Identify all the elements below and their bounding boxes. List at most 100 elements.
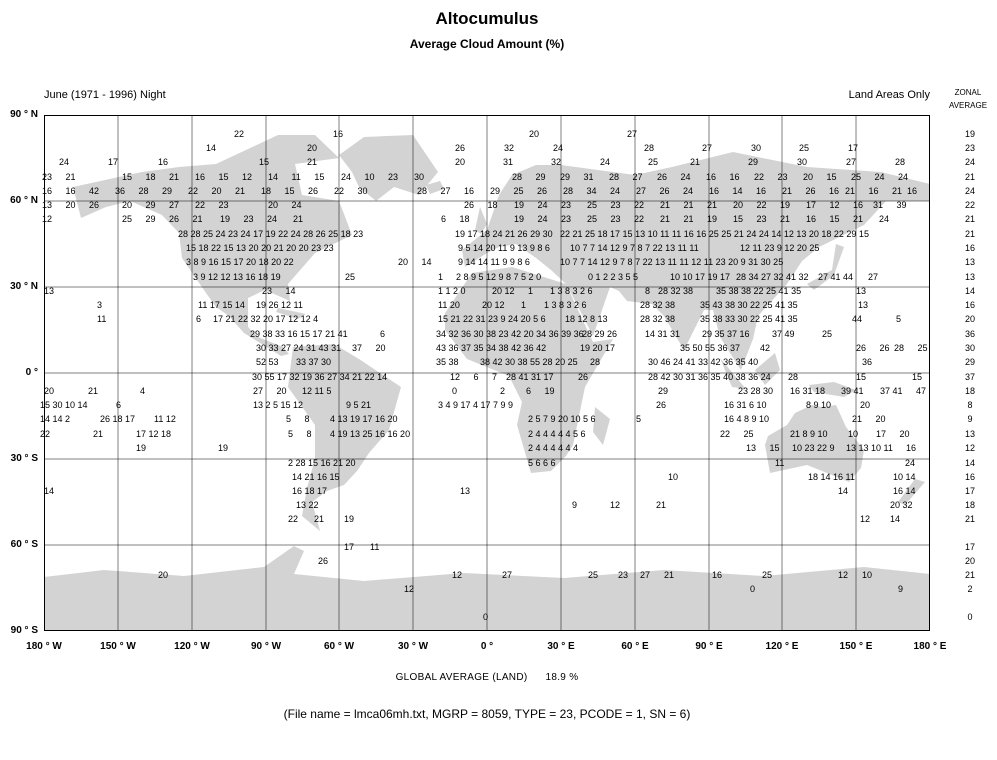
cloud-amount-values: 27 41 44 [818,272,854,282]
cloud-amount-values: 12 [452,570,463,580]
cloud-amount-values: 19 [218,443,229,453]
grid-values-layer: 22 16 20 27 14 20 26 32 24 28 27 30 25 17 24 17 16 15 21 20… [40,115,930,631]
cloud-amount-values: 9 [572,500,578,510]
cloud-amount-values: 15 [259,157,270,167]
cloud-amount-values: 14 [44,486,55,496]
lon-axis-label: 60 ° E [621,641,649,652]
zonal-average-value: 13 [964,257,975,267]
cloud-amount-values: 15 18 21 [122,172,180,182]
cloud-amount-values: 21 [88,386,99,396]
cloud-amount-values: 14 14 2 [40,414,71,424]
cloud-amount-values: 16 16 42 [42,186,100,196]
zonal-average-value: 18 [964,386,975,396]
zonal-average-value: 13 [964,272,975,282]
graticule-grid [44,115,930,631]
cloud-amount-values: 5 8 [288,429,312,439]
cloud-amount-values: 20 32 [890,500,913,510]
cloud-amount-values: 13 2 5 15 12 [253,400,304,410]
cloud-amount-values: 28 27 16 [417,186,475,196]
cloud-amount-values: 13 20 26 [42,200,100,210]
zonal-average-value: 16 [964,472,975,482]
cloud-amount-values: 16 31 6 10 [724,400,767,410]
cloud-amount-values: 12 [404,584,415,594]
cloud-amount-values: 16 14 [893,486,916,496]
cloud-amount-values: 35 38 38 22 25 41 35 [716,286,802,296]
cloud-amount-values: 1 3 8 3 2 6 [550,286,593,296]
cloud-amount-values: 30 46 24 41 33 42 36 35 40 [648,357,759,367]
cloud-amount-values: 21 [656,500,667,510]
cloud-amount-values: 26 [578,372,589,382]
cloud-amount-values: 17 20 [876,429,910,439]
cloud-amount-values: 25 [799,143,810,153]
lon-axis-label: 30 ° E [547,641,575,652]
world-map [44,115,930,631]
zonal-average-value: 21 [964,214,975,224]
cloud-amount-values: 16 [712,570,723,580]
zonal-average-value: 23 [964,143,975,153]
cloud-amount-values: 28 [895,157,906,167]
cloud-amount-values: 9 14 14 11 9 9 8 6 [458,257,530,267]
cloud-amount-values: 0 [750,584,756,594]
cloud-amount-values: 26 18 17 [100,414,136,424]
zonal-average-value: 20 [964,314,975,324]
lon-axis-label: 120 ° E [765,641,799,652]
cloud-amount-values: 11 [775,458,785,468]
cloud-amount-values: 21 16 21 [845,186,903,196]
cloud-amount-values: 11 17 15 14 [198,300,245,310]
cloud-amount-values: 17 [344,542,355,552]
cloud-amount-values: 1 3 8 3 2 6 [544,300,587,310]
zonal-average-value: 0 [967,612,973,622]
cloud-amount-values: 15 21 22 31 23 9 24 20 5 6 [438,314,546,324]
cloud-amount-values: 13 13 10 11 [846,443,893,453]
lon-axis-label: 180 ° E [913,641,947,652]
cloud-amount-values: 42 [760,343,771,353]
cloud-amount-values: 28 34 27 32 41 32 [736,272,809,282]
zonal-average-value: 20 [964,556,975,566]
cloud-amount-values: 10 7 7 14 12 9 7 8 7 22 13 11 11 [570,243,699,253]
cloud-amount-values: 3 9 12 12 13 16 18 19 [193,272,281,282]
cloud-amount-values: 4 13 19 17 16 20 [330,414,398,424]
cloud-amount-values: 8 9 10 [806,400,832,410]
cloud-amount-values: 15 18 22 15 13 20 20 21 20 20 23 23 [186,243,334,253]
cloud-amount-values: 14 11 15 [268,172,325,182]
cloud-amount-values: 29 [658,386,669,396]
cloud-amount-values: 25 [345,272,356,282]
cloud-amount-values: 30 [414,172,425,182]
cloud-amount-values: 30 [797,157,808,167]
cloud-amount-values: 16 4 8 9 10 [724,414,770,424]
cloud-amount-values: 14 31 31 [645,329,681,339]
cloud-amount-values: 20 [860,400,871,410]
cloud-amount-values: 30 33 27 24 31 43 31 [256,343,342,353]
zonal-average-value: 24 [964,157,975,167]
cloud-amount-values: 27 [702,143,713,153]
cloud-amount-values: 13 [44,286,55,296]
cloud-amount-values: 21 [293,214,304,224]
cloud-amount-values: 6 [116,400,122,410]
cloud-amount-values: 14 [206,143,217,153]
cloud-amount-values: 28 32 38 [640,300,676,310]
cloud-amount-values: 13 [460,486,471,496]
cloud-amount-values: 10 [668,472,679,482]
cloud-amount-values: 8 [645,286,651,296]
cloud-amount-values: 37 41 [880,386,903,396]
cloud-amount-values: 27 [640,570,651,580]
cloud-amount-values: 38 42 30 38 55 28 20 25 [480,357,578,367]
cloud-amount-values: 14 [890,514,901,524]
cloud-amount-values: 10 7 7 14 12 9 7 8 7 22 13 11 11 12 11 2… [560,257,784,267]
cloud-amount-values: 28 41 31 17 [506,372,554,382]
cloud-amount-values: 20 15 [803,172,837,182]
global-average-value: 18.9 % [545,672,579,683]
cloud-amount-values: 10 [848,429,859,439]
cloud-amount-values: 32 [551,157,562,167]
lat-axis-label: 30 ° S [10,453,38,464]
cloud-amount-values: 32 [504,143,515,153]
zonal-average-value: 19 [964,129,975,139]
cloud-amount-values: 25 [762,570,773,580]
cloud-amount-values: 2 4 4 4 4 4 4 [528,443,579,453]
cloud-amount-values: 15 [912,372,923,382]
zonal-average-value: 29 [964,357,975,367]
cloud-amount-values: 12 [42,214,53,224]
cloud-amount-values: 47 [916,386,927,396]
cloud-amount-values: 36 [862,357,873,367]
